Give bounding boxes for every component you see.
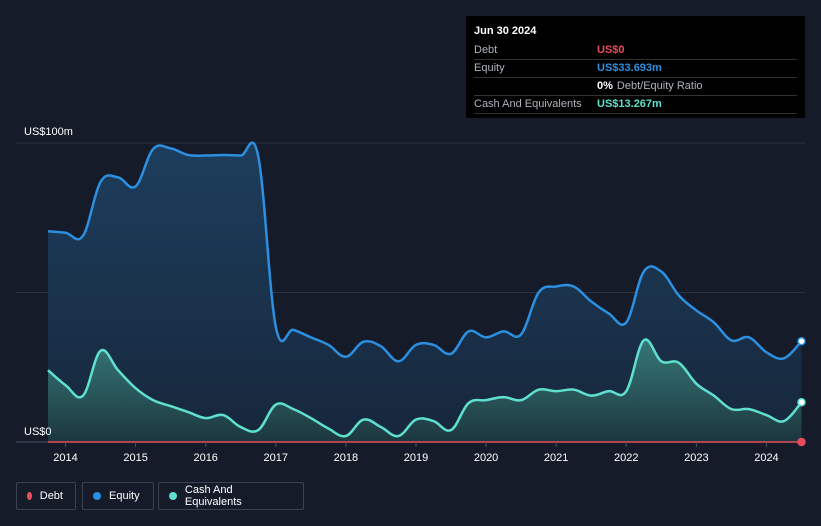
x-tick-label: 2021 — [544, 452, 568, 464]
tooltip-row-ratio: 0% Debt/Equity Ratio — [474, 78, 797, 96]
cash-and-equivalents-line — [47, 338, 803, 438]
tooltip-ratio-label: Debt/Equity Ratio — [616, 80, 703, 92]
series-endpoints — [797, 336, 806, 447]
tooltip-panel: Jun 30 2024 Debt US$0 Equity US$33.693m … — [466, 16, 805, 118]
debt-legend-dot — [27, 492, 32, 500]
tooltip-equity-value: US$33.693m — [597, 62, 662, 74]
tooltip-row-cash: Cash And Equivalents US$13.267m — [474, 96, 797, 114]
x-tick-label: 2020 — [474, 452, 498, 464]
tooltip-cash-label: Cash And Equivalents — [474, 98, 582, 110]
equity-area — [48, 142, 802, 443]
x-tick-label: 2017 — [264, 452, 288, 464]
tooltip-cash-value: US$13.267m — [597, 98, 662, 110]
tooltip-row-debt: Debt US$0 — [474, 42, 797, 60]
y-axis: US$0 US$100m — [24, 126, 73, 438]
x-tick-label: 2016 — [193, 452, 217, 464]
x-tick-label: 2023 — [684, 452, 708, 464]
x-tick-label: 2015 — [123, 452, 147, 464]
legend-debt-label: Debt — [39, 490, 63, 502]
equity-legend-dot — [93, 492, 101, 500]
cash-legend-dot — [169, 492, 177, 500]
tooltip-equity-label: Equity — [474, 62, 505, 74]
x-tick-label: 2019 — [404, 452, 428, 464]
series-areas — [48, 142, 802, 443]
tooltip-date: Jun 30 2024 — [474, 25, 537, 37]
debt-endpoint — [797, 437, 806, 447]
tooltip-ratio-spacer — [474, 78, 597, 95]
tooltip-row-equity: Equity US$33.693m — [474, 60, 797, 78]
tooltip-debt-label: Debt — [474, 44, 498, 56]
tooltip-debt-value: US$0 — [597, 44, 625, 56]
legend-equity-label: Equity — [109, 490, 140, 502]
tooltip-ratio-value: 0% — [597, 80, 613, 92]
cash-and-equivalents-endpoint — [797, 397, 806, 407]
legend-item-cash[interactable]: Cash And Equivalents — [158, 482, 304, 510]
x-tick-label: 2022 — [614, 452, 638, 464]
x-axis: 2014 2015 2016 2017 2018 2019 2020 2021 2022 2023… — [53, 442, 779, 464]
equity-endpoint — [797, 336, 806, 346]
x-tick-label: 2014 — [53, 452, 77, 464]
y-tick-label: US$0 — [24, 426, 52, 438]
legend-item-equity[interactable]: Equity — [82, 482, 154, 510]
cash-and-equivalents-area — [48, 339, 802, 442]
y-tick-label: US$100m — [24, 126, 73, 138]
equity-line — [47, 141, 803, 363]
x-tick-label: 2018 — [334, 452, 358, 464]
series-lines — [47, 141, 803, 443]
x-tick-label: 2024 — [754, 452, 778, 464]
legend-cash-label: Cash And Equivalents — [184, 484, 242, 508]
legend-item-debt[interactable]: Debt — [16, 482, 76, 510]
